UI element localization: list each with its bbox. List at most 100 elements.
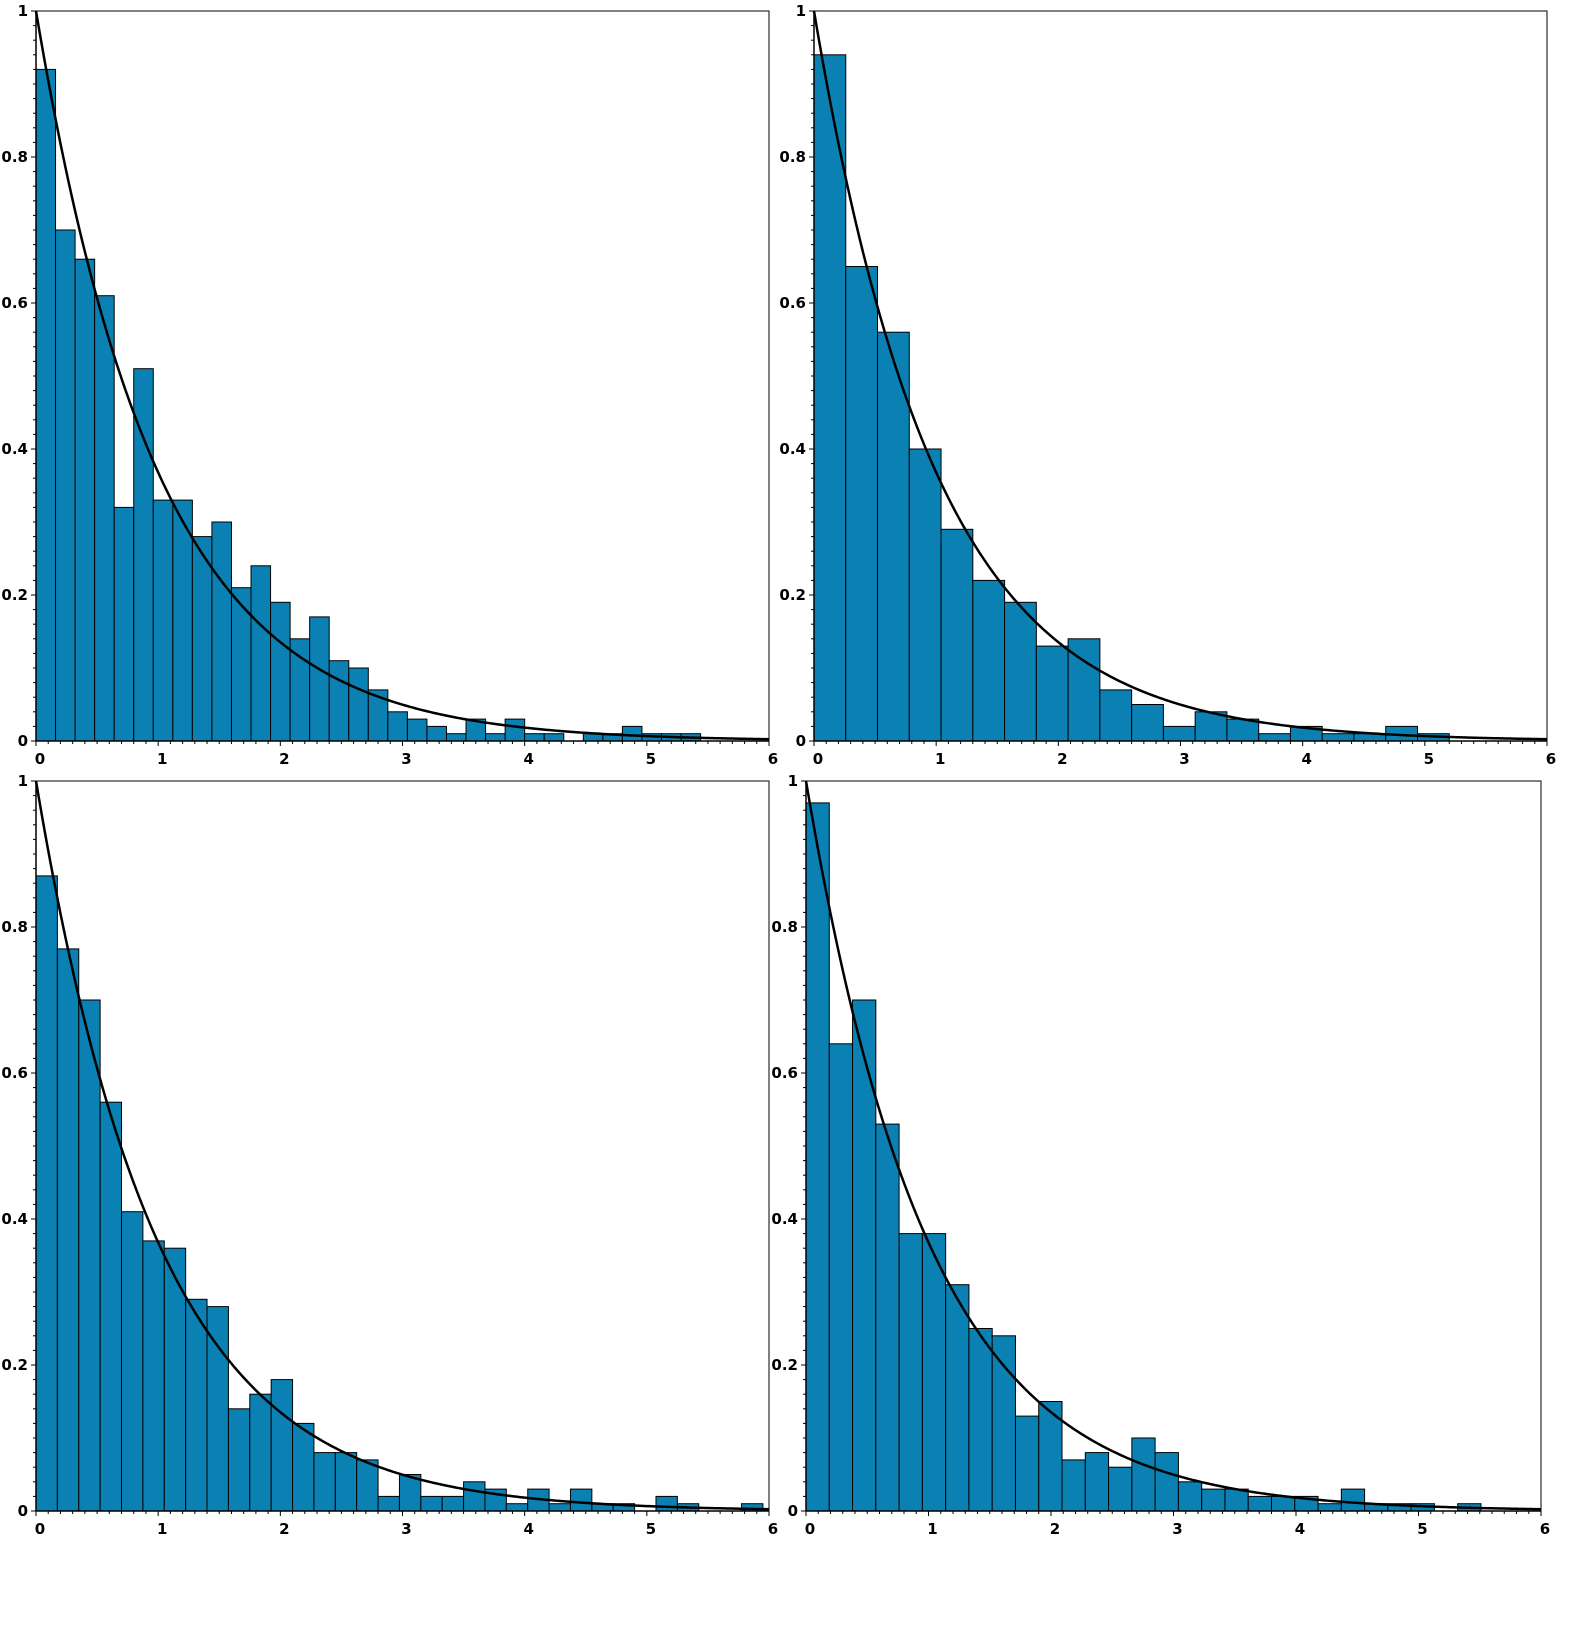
histogram-bar — [898, 1233, 923, 1512]
histogram-bar — [1247, 1495, 1272, 1512]
histogram-bar — [185, 1298, 208, 1512]
y-tick-label: 0.2 — [1, 1356, 28, 1374]
y-tick-label: 0.2 — [779, 586, 806, 604]
histogram-bar — [191, 536, 213, 742]
histogram-bar — [968, 1328, 993, 1512]
histogram-panel-1: 0 0.2 0.4 0.6 0.8 1 0 1 2 3 4 5 6 — [1, 2, 778, 768]
x-tick-label: 1 — [927, 1520, 937, 1538]
y-tick-label: 0.4 — [1, 1210, 28, 1228]
histogram-bar — [548, 1503, 571, 1512]
histogram-bar — [292, 1422, 315, 1512]
histogram-bar — [163, 1247, 187, 1512]
y-tick-label: 1 — [796, 2, 806, 20]
histogram-panel-2: 0 0.2 0.4 0.6 0.8 1 0 1 2 3 4 5 6 — [779, 2, 1556, 768]
histogram-bar — [1004, 601, 1037, 742]
x-tick-label: 1 — [157, 1520, 167, 1538]
histogram-bar — [524, 733, 545, 742]
y-tick-label: 0.6 — [771, 1064, 798, 1082]
histogram-bar — [74, 258, 96, 742]
histogram-bar — [1317, 1503, 1342, 1512]
histogram-bar — [1099, 689, 1133, 742]
x-tick-label: 4 — [523, 750, 533, 768]
x-tick-label: 5 — [1417, 1520, 1427, 1538]
histogram-bar — [250, 565, 272, 742]
histogram-bar — [270, 601, 291, 742]
histogram-bar — [655, 1495, 678, 1512]
y-tick-label: 0.2 — [771, 1356, 798, 1374]
x-tick-label: 3 — [1179, 750, 1189, 768]
histogram-bar — [249, 1393, 272, 1512]
x-tick-label: 6 — [768, 1520, 778, 1538]
histogram-bar — [1061, 1459, 1086, 1512]
histogram-bar — [334, 1452, 358, 1512]
histogram-panel-4: 0 0.2 0.4 0.6 0.8 1 0 1 2 3 4 5 6 — [771, 772, 1550, 1538]
y-tick-label: 0.6 — [779, 294, 806, 312]
histogram-bar — [211, 521, 232, 742]
histogram-bar — [348, 667, 369, 742]
histogram-bar — [56, 948, 80, 1512]
x-tick-label: 2 — [1057, 750, 1067, 768]
x-tick-label: 3 — [401, 750, 411, 768]
x-tick-label: 4 — [1301, 750, 1311, 768]
x-tick-label: 2 — [279, 1520, 289, 1538]
x-tick-label: 1 — [935, 750, 945, 768]
histogram-bar — [1014, 1415, 1040, 1512]
histogram-bar — [133, 368, 154, 742]
x-tick-label: 0 — [813, 750, 823, 768]
histogram-bar — [945, 1284, 970, 1512]
histogram-bar — [1258, 733, 1291, 742]
y-tick-label: 0.8 — [771, 918, 798, 936]
histogram-bar — [227, 1408, 251, 1512]
y-tick-label: 0.4 — [779, 440, 806, 458]
histogram-panel-3: 0 0.2 0.4 0.6 0.8 1 0 1 2 3 4 5 6 — [1, 772, 778, 1538]
histogram-bar — [1084, 1452, 1110, 1512]
histogram-bar — [99, 1101, 123, 1512]
histogram-bar — [1194, 711, 1228, 742]
histogram-bar — [875, 1123, 900, 1512]
histogram-bar — [94, 295, 115, 742]
density-curve — [34, 780, 770, 1511]
histogram-bar — [505, 1503, 529, 1512]
histogram-bar — [852, 999, 877, 1512]
histogram-bar — [309, 616, 330, 742]
x-tick-label: 5 — [646, 750, 656, 768]
y-tick-label: 0 — [796, 732, 806, 750]
histogram-bar — [35, 68, 57, 742]
y-tick-label: 1 — [18, 772, 28, 790]
histogram-bar — [485, 733, 506, 742]
histogram-bar — [270, 1379, 294, 1512]
histogram-bar — [1321, 733, 1355, 742]
y-tick-label: 0.8 — [1, 918, 28, 936]
histogram-bar — [621, 725, 643, 742]
histogram-bar — [1271, 1495, 1296, 1512]
x-tick-label: 0 — [35, 1520, 45, 1538]
histogram-bar — [441, 1495, 465, 1512]
y-tick-label: 0.2 — [1, 586, 28, 604]
x-tick-label: 2 — [1050, 1520, 1060, 1538]
y-tick-label: 0 — [788, 1502, 798, 1520]
histogram-bar — [172, 499, 193, 742]
histogram-bar — [1154, 1452, 1179, 1512]
y-tick-label: 0.4 — [771, 1210, 798, 1228]
histogram-bar — [972, 579, 1006, 742]
x-tick-label: 2 — [279, 750, 289, 768]
histogram-bar — [1201, 1488, 1226, 1512]
histogram-bar — [504, 718, 526, 742]
x-tick-label: 4 — [1295, 1520, 1305, 1538]
histogram-bar — [940, 528, 974, 742]
histogram-bar — [828, 1043, 854, 1512]
density-curve — [34, 10, 770, 741]
x-tick-label: 1 — [157, 750, 167, 768]
histogram-bar — [377, 1495, 400, 1512]
histogram-bar — [1177, 1481, 1203, 1512]
x-tick-label: 5 — [646, 1520, 656, 1538]
histogram-bar — [845, 266, 879, 742]
histogram-bar — [356, 1459, 379, 1512]
histogram-bar — [1162, 725, 1196, 742]
histogram-bar — [78, 999, 101, 1512]
x-tick-label: 0 — [35, 750, 45, 768]
y-tick-label: 0.6 — [1, 294, 28, 312]
histogram-bar — [1226, 718, 1260, 742]
histogram-bar — [35, 875, 58, 1512]
